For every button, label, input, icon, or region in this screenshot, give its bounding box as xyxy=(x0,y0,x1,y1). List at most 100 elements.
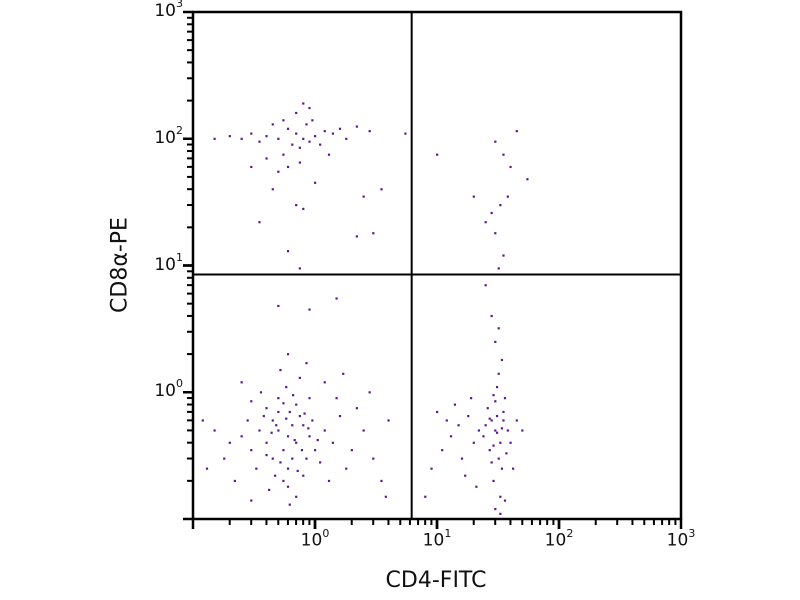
data-point xyxy=(279,461,282,464)
y-tick-label: 103 xyxy=(154,0,183,20)
data-point xyxy=(484,424,487,427)
data-point xyxy=(494,340,497,344)
data-point xyxy=(308,435,311,438)
data-point xyxy=(308,397,311,400)
data-point xyxy=(355,235,358,238)
tick-exponent: 0 xyxy=(176,377,183,391)
data-point xyxy=(436,153,439,156)
data-point xyxy=(277,137,280,140)
data-point xyxy=(387,419,390,422)
data-point xyxy=(345,467,348,470)
data-point xyxy=(271,123,274,126)
data-point xyxy=(258,429,261,432)
data-point xyxy=(286,485,290,488)
data-point xyxy=(302,137,305,140)
x-tick-label: 100 xyxy=(301,528,330,550)
data-point xyxy=(503,499,507,502)
data-point xyxy=(482,435,485,438)
data-point xyxy=(436,410,439,414)
data-point xyxy=(502,410,505,414)
data-point xyxy=(467,414,470,418)
data-point xyxy=(308,106,311,110)
data-point xyxy=(372,457,375,460)
data-point xyxy=(258,221,261,224)
data-point xyxy=(327,153,331,156)
data-point xyxy=(497,372,500,375)
data-point xyxy=(213,429,216,432)
data-point xyxy=(291,143,294,146)
tick-base: 10 xyxy=(154,0,176,21)
data-point xyxy=(223,457,226,460)
data-point xyxy=(355,407,358,410)
data-point xyxy=(453,403,457,406)
data-point xyxy=(286,467,290,470)
data-point xyxy=(258,140,261,143)
data-point xyxy=(490,314,493,318)
data-point xyxy=(268,488,271,491)
tick-exponent: 1 xyxy=(444,527,452,540)
data-point xyxy=(228,135,231,138)
data-point xyxy=(250,400,253,403)
data-point xyxy=(500,467,504,470)
data-point xyxy=(492,479,495,483)
data-point xyxy=(240,137,243,140)
data-point xyxy=(282,479,285,483)
data-point xyxy=(316,439,319,442)
data-point xyxy=(303,412,306,415)
data-point xyxy=(492,394,495,397)
data-point xyxy=(291,394,295,397)
data-point xyxy=(484,284,487,287)
data-point xyxy=(250,449,253,452)
x-tick-label: 103 xyxy=(667,528,696,550)
data-point xyxy=(271,419,274,422)
data-point xyxy=(295,403,298,406)
data-point xyxy=(295,441,298,444)
data-point xyxy=(302,424,305,427)
data-point xyxy=(472,195,475,198)
data-point xyxy=(308,308,311,311)
data-point xyxy=(355,125,358,128)
data-point xyxy=(273,474,277,477)
data-point xyxy=(338,127,342,130)
data-point xyxy=(305,362,308,365)
data-point xyxy=(494,429,497,432)
data-point xyxy=(492,444,495,447)
data-point xyxy=(307,427,310,430)
data-point xyxy=(499,512,502,515)
data-point xyxy=(472,441,475,444)
x-axis-label: CD4-FITC xyxy=(385,568,487,593)
data-point xyxy=(277,410,280,414)
data-point xyxy=(509,165,512,169)
data-point xyxy=(286,353,290,356)
data-point xyxy=(282,449,285,452)
data-point xyxy=(259,391,263,394)
data-point xyxy=(295,111,298,115)
data-point xyxy=(335,297,338,300)
y-tick-label: 102 xyxy=(154,125,183,147)
data-point xyxy=(460,457,464,460)
data-point xyxy=(509,441,512,444)
data-point xyxy=(305,123,308,126)
data-point xyxy=(262,414,265,418)
data-point xyxy=(298,267,301,270)
data-point xyxy=(271,188,274,191)
data-point xyxy=(372,232,375,235)
data-point xyxy=(362,429,365,432)
data-point xyxy=(265,407,268,410)
data-point xyxy=(305,457,308,460)
data-point xyxy=(298,146,301,149)
data-point xyxy=(521,429,524,432)
data-point xyxy=(499,204,502,207)
data-point xyxy=(298,376,301,380)
data-point xyxy=(497,327,500,330)
data-point xyxy=(499,441,502,444)
data-point xyxy=(515,419,518,422)
data-point xyxy=(512,467,515,470)
data-point xyxy=(302,102,305,105)
data-point xyxy=(314,135,317,138)
data-point xyxy=(311,119,314,122)
data-point xyxy=(368,130,371,133)
data-point xyxy=(526,178,529,181)
data-point xyxy=(300,449,304,452)
data-point xyxy=(265,157,268,160)
